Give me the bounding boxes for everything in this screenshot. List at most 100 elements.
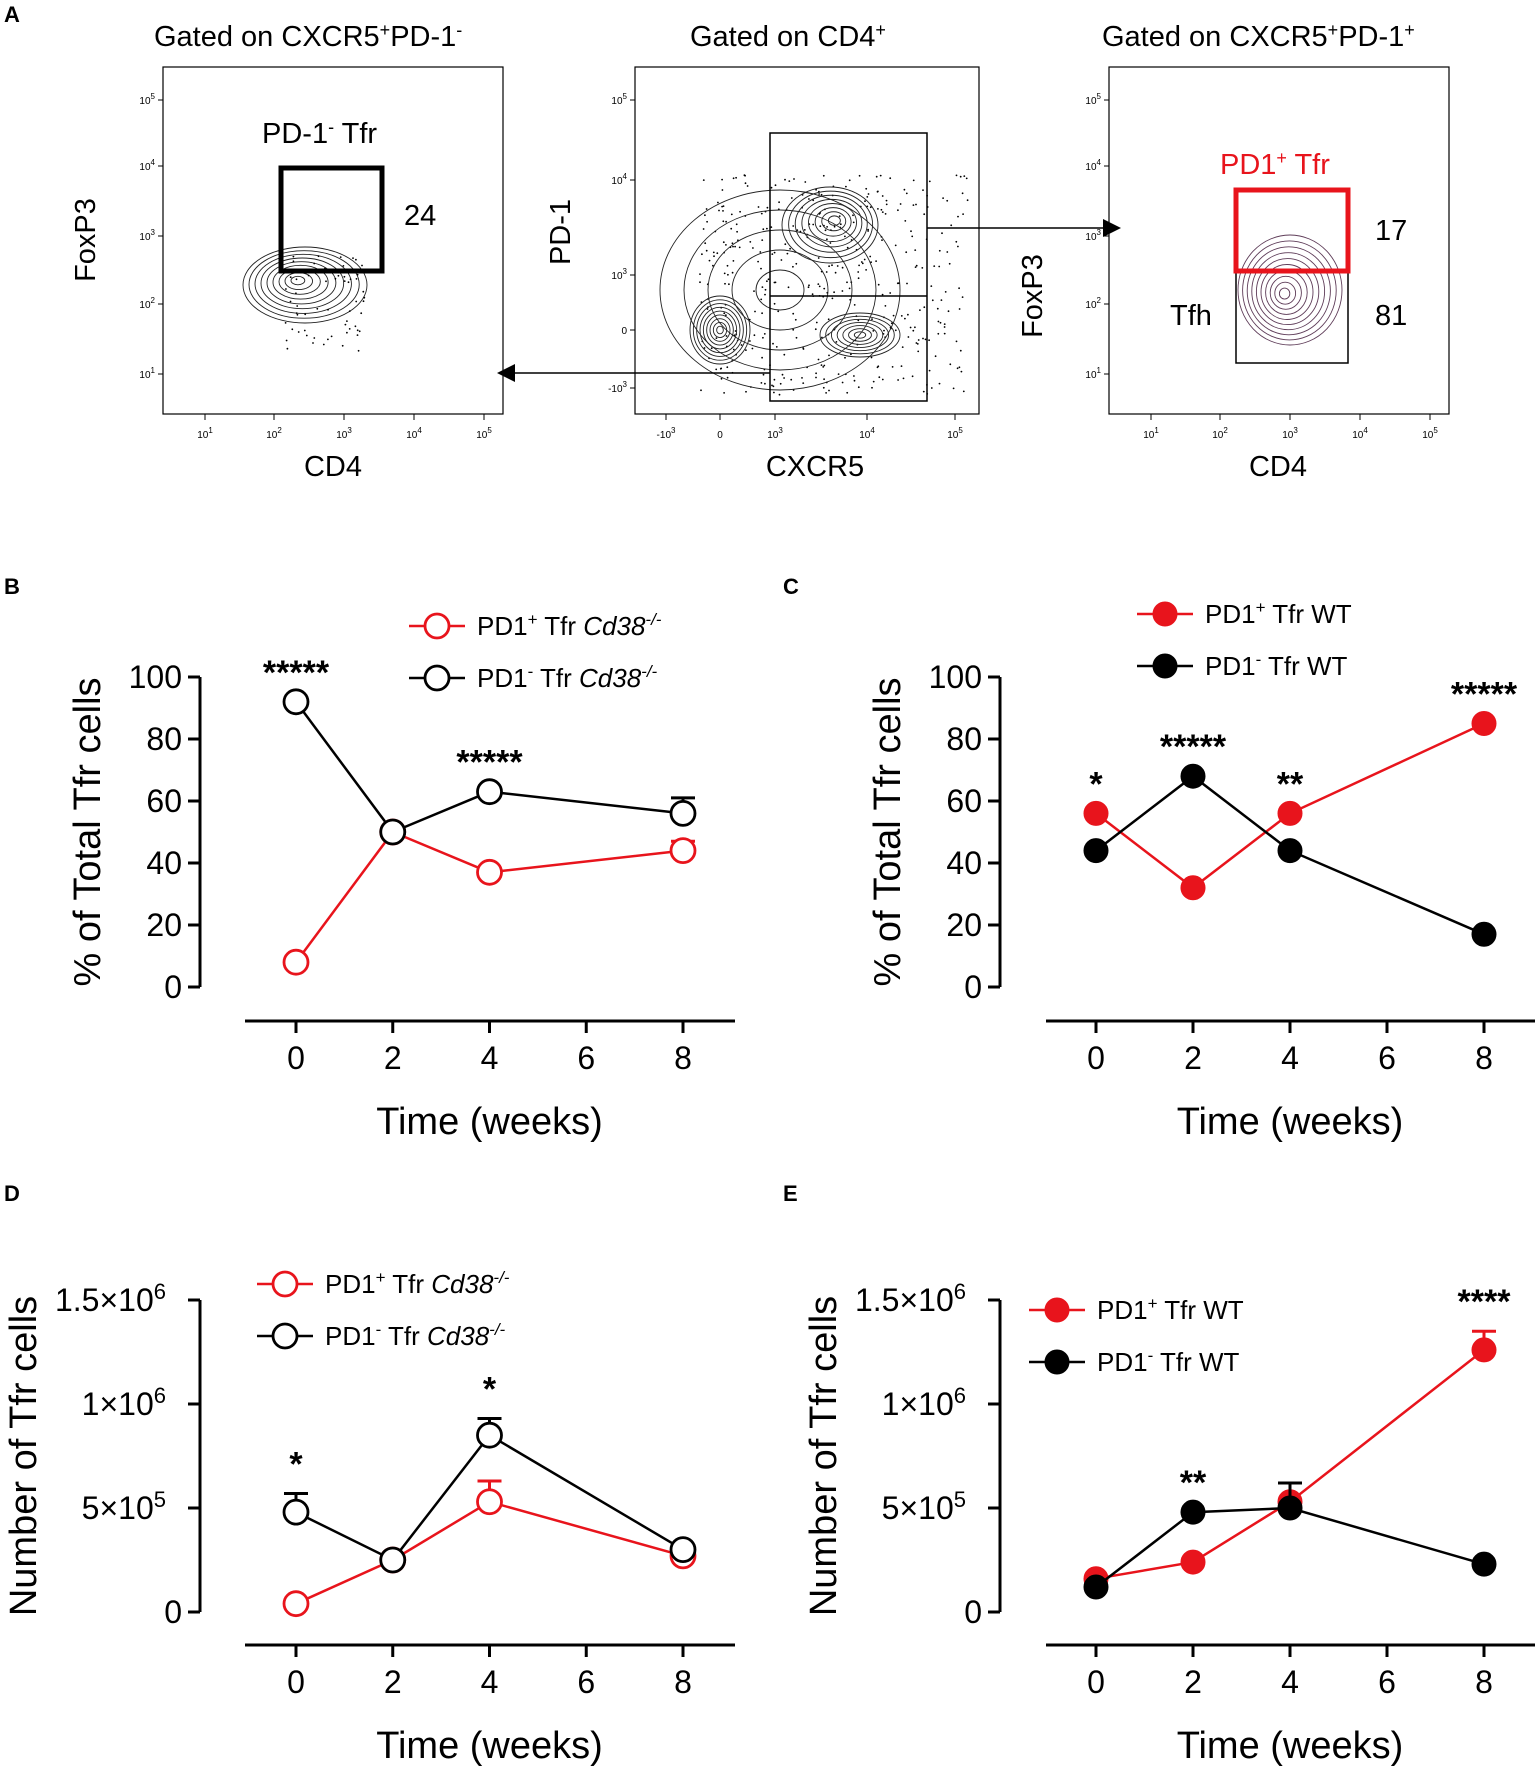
- flow-event-dot: [897, 379, 899, 381]
- flow-event-dot: [788, 180, 791, 183]
- contour-right-ring: [1251, 252, 1326, 331]
- flow-event-dot: [955, 340, 958, 343]
- flow-event-dot: [938, 382, 941, 385]
- flow-event-dot: [787, 286, 790, 289]
- flow-event-dot: [761, 286, 764, 288]
- flow-event-dot: [757, 206, 760, 208]
- flow-event-dot: [846, 281, 848, 284]
- flow-xlabel-middle: CXCR5: [766, 451, 864, 483]
- flow-event-dot: [957, 245, 959, 248]
- flow-event-dot: [949, 363, 952, 366]
- contour-middle-outer-ring: [755, 269, 805, 311]
- data-point: [1471, 1551, 1497, 1577]
- flow-event-dot: [867, 228, 869, 231]
- flow-event-dot: [922, 189, 924, 192]
- flow-event-dot: [342, 265, 345, 267]
- flow-event-dot: [348, 310, 351, 312]
- contour-middle-low-ring: [692, 299, 748, 361]
- flow-event-dot: [771, 384, 773, 387]
- legend-label: PD1- Tfr Cd38-/-: [477, 662, 658, 693]
- flow-event-dot: [958, 308, 961, 310]
- flow-event-dot: [931, 299, 934, 302]
- flow-event-dot: [726, 264, 729, 267]
- flow-event-dot: [770, 226, 773, 229]
- flow-ylabel-middle: PD-1: [545, 199, 577, 265]
- contour-right-ring: [1260, 264, 1314, 320]
- flow-event-dot: [360, 312, 363, 315]
- flow-event-dot: [845, 185, 847, 188]
- flow-event-dot: [713, 255, 715, 258]
- flow-event-dot: [884, 305, 887, 307]
- flow-event-dot: [815, 188, 817, 191]
- significance-stars: *****: [1451, 676, 1518, 714]
- data-point: [379, 1546, 407, 1574]
- flow-event-dot: [880, 208, 883, 211]
- flow-event-dot: [833, 225, 836, 228]
- flow-event-dot: [344, 323, 347, 326]
- flow-event-dot: [289, 276, 292, 279]
- contour-left-ring: [254, 253, 352, 314]
- series-line: [295, 1500, 684, 1605]
- flow-event-dot: [355, 258, 357, 261]
- flow-event-dot: [852, 214, 854, 217]
- flow-event-dot: [869, 206, 872, 209]
- panel-letter-c: C: [783, 574, 799, 599]
- contour-middle-outer-ring: [707, 229, 853, 351]
- flow-event-dot: [327, 308, 329, 311]
- flow-event-dot: [292, 260, 295, 263]
- contour-right-ring: [1255, 258, 1320, 326]
- flow-event-dot: [730, 227, 733, 230]
- flow-event-dot: [317, 255, 320, 258]
- flow-event-dot: [780, 259, 783, 261]
- flow-event-dot: [914, 249, 917, 252]
- flow-event-dot: [923, 306, 926, 309]
- flow-event-dot: [722, 205, 725, 208]
- data-point: [1277, 800, 1303, 826]
- flow-event-dot: [879, 174, 882, 177]
- flow-event-dot: [753, 334, 756, 337]
- flow-event-dot: [784, 178, 786, 181]
- flow-event-dot: [355, 300, 358, 303]
- flow-ticks-middle: -103 0 103 104 105 105 104 103 0 -103: [608, 92, 963, 441]
- flow-event-dot: [828, 354, 830, 357]
- scatter-dots-middle: [699, 174, 969, 396]
- flow-event-dot: [939, 321, 942, 324]
- flow-event-dot: [841, 290, 844, 292]
- y-tick-label: 0: [164, 969, 182, 1005]
- series-line: [294, 701, 684, 834]
- flow-event-dot: [844, 356, 846, 359]
- flow-event-dot: [779, 382, 782, 385]
- gate-value-pd1pos-tfr: 17: [1375, 215, 1407, 247]
- flow-event-dot: [808, 284, 810, 287]
- data-point: [379, 818, 407, 846]
- contour-middle-low-ring: [699, 306, 741, 354]
- flow-event-dot: [761, 239, 764, 242]
- flow-xtick-label: 101: [197, 426, 213, 441]
- y-tick-label: 1×106: [82, 1383, 166, 1422]
- flow-event-dot: [872, 330, 875, 332]
- data-point: [282, 688, 310, 716]
- panel-a: A Gated on CXCR5+PD-1- PD-1- Tfr 24 CD4 …: [4, 2, 1450, 483]
- y-tick-label: 1.5×106: [55, 1279, 166, 1318]
- flow-event-dot: [781, 373, 784, 376]
- flow-event-dot: [745, 390, 747, 393]
- contour-left-ring: [290, 275, 306, 286]
- flow-event-dot: [731, 271, 734, 274]
- flow-xtick-label: 101: [1143, 426, 1159, 441]
- flow-event-dot: [749, 340, 751, 342]
- flow-event-dot: [891, 366, 894, 368]
- flow-event-dot: [915, 203, 917, 206]
- x-tick-label: 6: [577, 1664, 595, 1700]
- flow-event-dot: [773, 378, 776, 381]
- flow-event-dot: [864, 200, 866, 203]
- flow-event-dot: [812, 223, 815, 226]
- flow-event-dot: [303, 329, 306, 332]
- flow-event-dot: [705, 249, 708, 252]
- flow-event-dot: [889, 292, 892, 294]
- flow-event-dot: [784, 243, 787, 246]
- flow-event-dot: [917, 339, 920, 341]
- flow-event-dot: [820, 193, 823, 196]
- flow-event-dot: [728, 283, 730, 286]
- flow-event-dot: [903, 188, 906, 191]
- flow-event-dot: [828, 389, 830, 392]
